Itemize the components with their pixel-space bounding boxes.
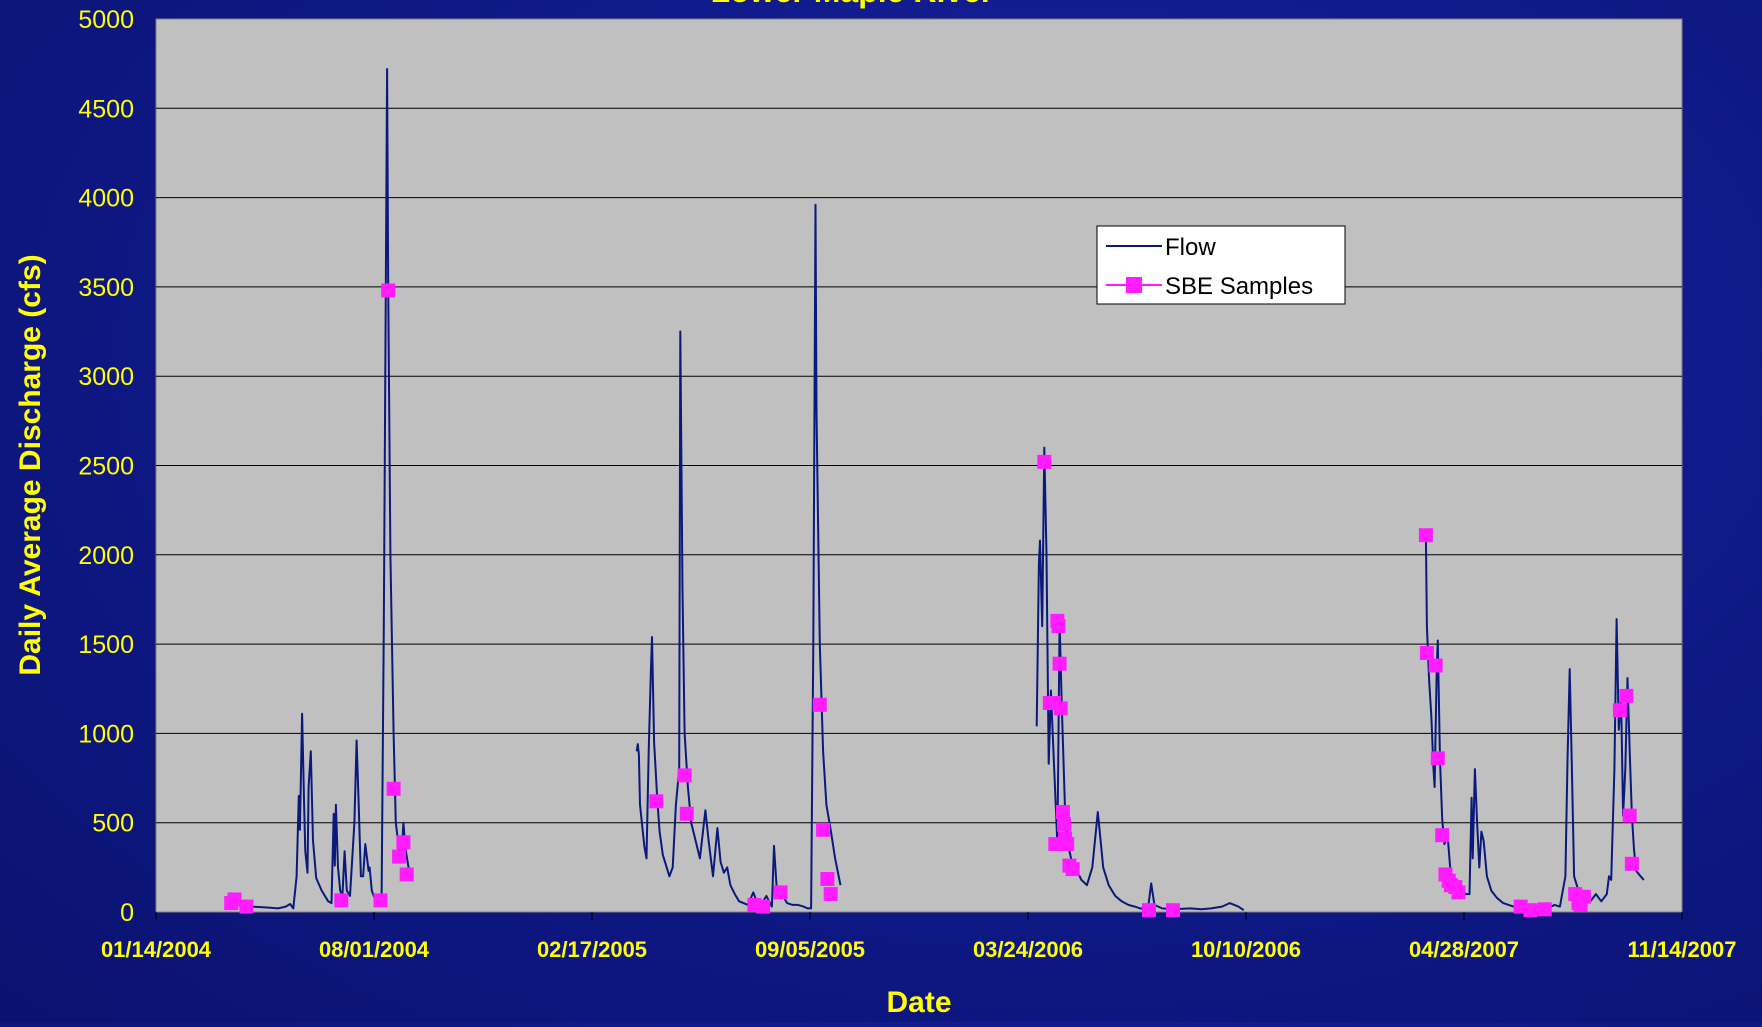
y-tick-label: 2000	[78, 542, 134, 570]
legend: Flow SBE Samples	[1096, 225, 1346, 305]
sbe-sample-point	[823, 887, 838, 902]
sbe-sample-point	[816, 822, 831, 837]
flow-line-segment	[1035, 446, 1245, 912]
sbe-sample-point	[1051, 619, 1066, 634]
x-tick-label: 11/14/2007	[1628, 937, 1737, 962]
sbe-sample-point	[1624, 856, 1639, 871]
sbe-sample-point	[399, 867, 414, 882]
sbe-sample-point	[392, 849, 407, 864]
sbe-sample-point	[381, 283, 396, 298]
sbe-sample-point	[1052, 656, 1067, 671]
y-tick-label: 3000	[78, 363, 134, 391]
x-tick-label: 09/05/2005	[755, 937, 865, 962]
sbe-sample-point	[1060, 837, 1075, 852]
sbe-sample-point	[1430, 751, 1445, 766]
y-tick-label: 1500	[78, 631, 134, 659]
x-tick-label: 04/28/2007	[1409, 937, 1519, 962]
sbe-sample-point	[1166, 903, 1180, 918]
flow-line-segment	[635, 203, 842, 910]
x-tick-label: 08/01/2004	[319, 937, 430, 962]
sbe-sample-point	[820, 872, 835, 886]
x-tick-label: 03/24/2006	[973, 937, 1083, 962]
y-tick-label: 4500	[78, 95, 134, 123]
sbe-sample-point	[1142, 903, 1156, 918]
grid-lines	[156, 107, 1682, 824]
sbe-sample-point	[677, 768, 692, 783]
y-tick-label: 5000	[78, 6, 134, 34]
sbe-sample-point	[1428, 658, 1443, 673]
x-axis-ticks: 01/14/2004 08/01/2004 02/17/2005 09/05/2005…	[101, 912, 1737, 962]
legend-samples-label: SBE Samples	[1165, 273, 1313, 300]
sbe-sample-point	[1435, 828, 1450, 843]
sbe-sample-point	[1612, 703, 1627, 718]
sbe-sample-point	[1619, 688, 1634, 703]
sbe-sample-point	[1523, 903, 1538, 918]
legend-samples-marker	[1126, 277, 1142, 293]
y-tick-label: 1000	[78, 720, 134, 748]
sbe-sample-point	[386, 781, 401, 796]
sbe-sample-point	[1065, 862, 1080, 877]
x-axis-title: Date	[886, 986, 951, 1019]
sbe-sample-point	[1537, 902, 1552, 917]
sbe-sample-point	[1057, 817, 1071, 832]
sbe-sample-point	[1418, 528, 1433, 543]
sbe-sample-point	[1622, 808, 1637, 823]
sbe-sample-point	[756, 899, 771, 914]
sbe-sample-point	[1055, 805, 1070, 819]
sbe-sample-point	[1037, 454, 1052, 469]
x-tick-label: 10/10/2006	[1191, 937, 1301, 962]
sbe-sample-point	[1451, 885, 1466, 900]
sbe-sample-point	[227, 892, 242, 907]
sbe-sample-point	[1576, 889, 1591, 904]
sbe-sample-point	[773, 885, 788, 900]
sbe-sample-point	[396, 835, 411, 850]
sbe-sample-point	[239, 899, 254, 914]
sbe-sample-point	[649, 794, 664, 809]
sbe-sample-point	[679, 806, 694, 821]
sbe-sample-point	[1053, 701, 1068, 716]
y-axis-ticks: 0 500 1000 1500 2000 2500 3000 3500 4000 4500 5000	[78, 6, 134, 927]
flow-line-segment	[229, 68, 411, 910]
y-axis-title: Daily Average Discharge (cfs)	[14, 254, 47, 675]
chart-title: Lower Maple River	[711, 0, 994, 9]
y-tick-label: 500	[92, 810, 134, 838]
sbe-samples-series	[224, 283, 1639, 918]
sbe-sample-point	[812, 697, 827, 712]
y-tick-label: 4000	[78, 185, 134, 213]
legend-flow-label: Flow	[1165, 234, 1216, 261]
x-tick-label: 01/14/2004	[101, 937, 212, 962]
y-tick-label: 0	[120, 899, 134, 927]
x-tick-label: 02/17/2005	[537, 937, 647, 962]
y-tick-label: 2500	[78, 453, 134, 481]
y-tick-label: 3500	[78, 274, 134, 302]
sbe-sample-point	[373, 893, 388, 908]
sbe-sample-point	[334, 893, 349, 908]
sbe-sample-point	[1419, 646, 1434, 660]
